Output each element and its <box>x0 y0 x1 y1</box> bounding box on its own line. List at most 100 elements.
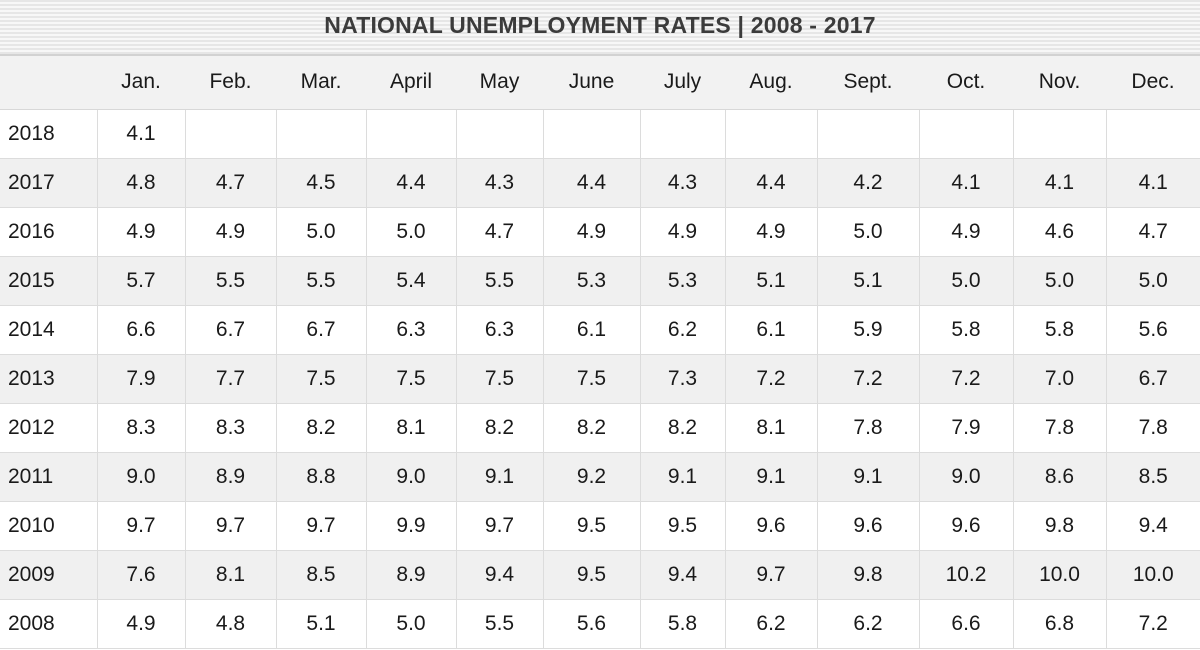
table-row: 2008 4.9 4.8 5.1 5.0 5.5 5.6 5.8 6.2 6.2 6.6 6.8 7.2 <box>0 599 1200 649</box>
rate-cell: 4.7 <box>185 158 277 208</box>
table-row: 2017 4.8 4.7 4.5 4.4 4.3 4.4 4.3 4.4 4.2 4.1 4.1 4.1 <box>0 158 1200 208</box>
header-row: Jan. Feb. Mar. April May June July Aug. Sept. Oct… <box>0 56 1200 110</box>
rate-cell: 4.1 <box>97 109 186 159</box>
rate-cell: 10.0 <box>1106 550 1200 600</box>
rate-cell: 8.2 <box>456 403 544 453</box>
rate-cell: 5.7 <box>97 256 186 306</box>
rate-cell: 5.5 <box>276 256 367 306</box>
rate-cell: 7.5 <box>276 354 367 404</box>
year-cell: 2016 <box>0 207 98 257</box>
rate-cell: 5.6 <box>543 599 641 649</box>
rate-cell: 4.3 <box>456 158 544 208</box>
rate-cell: 7.8 <box>1106 403 1200 453</box>
rate-cell: 9.1 <box>817 452 920 502</box>
column-header: Feb. <box>185 56 276 110</box>
rate-cell: 7.2 <box>919 354 1014 404</box>
rate-cell: 9.6 <box>919 501 1014 551</box>
rate-cell: 8.1 <box>366 403 457 453</box>
rate-cell <box>640 109 726 159</box>
rate-cell: 9.0 <box>97 452 186 502</box>
row-header-cell <box>0 56 97 110</box>
rate-cell: 9.6 <box>817 501 920 551</box>
year-cell: 2010 <box>0 501 98 551</box>
rate-cell: 6.2 <box>725 599 818 649</box>
title-bar: NATIONAL UNEMPLOYMENT RATES | 2008 - 201… <box>0 0 1200 56</box>
column-header: Aug. <box>725 56 817 110</box>
rate-cell: 5.5 <box>456 599 544 649</box>
rate-cell: 5.8 <box>1013 305 1107 355</box>
rate-cell: 5.3 <box>640 256 726 306</box>
year-cell: 2011 <box>0 452 98 502</box>
rate-cell: 6.7 <box>276 305 367 355</box>
rate-cell <box>366 109 457 159</box>
column-header: Dec. <box>1106 56 1200 110</box>
table-row: 2013 7.9 7.7 7.5 7.5 7.5 7.5 7.3 7.2 7.2 7.2 7.0 6.7 <box>0 354 1200 404</box>
rate-cell: 4.1 <box>1013 158 1107 208</box>
rate-cell: 9.9 <box>366 501 457 551</box>
table-body: 2018 4.1 2017 4.8 4.7 4.5 4.4 4.3 4.4 4.3 4.4 4.2 4.… <box>0 109 1200 649</box>
rate-cell: 4.1 <box>919 158 1014 208</box>
rate-cell: 7.8 <box>1013 403 1107 453</box>
rate-cell: 7.0 <box>1013 354 1107 404</box>
rate-cell: 5.1 <box>725 256 818 306</box>
table-row: 2011 9.0 8.9 8.8 9.0 9.1 9.2 9.1 9.1 9.1 9.0 8.6 8.5 <box>0 452 1200 502</box>
year-cell: 2009 <box>0 550 98 600</box>
rate-cell: 7.5 <box>543 354 641 404</box>
rate-cell: 7.6 <box>97 550 186 600</box>
rate-cell: 8.1 <box>725 403 818 453</box>
unemployment-table: Jan. Feb. Mar. April May June July Aug. Sept. Oct… <box>0 56 1200 649</box>
rate-cell: 5.8 <box>640 599 726 649</box>
column-header: Jan. <box>97 56 185 110</box>
rate-cell: 7.9 <box>97 354 186 404</box>
rate-cell: 4.3 <box>640 158 726 208</box>
rate-cell: 4.9 <box>97 207 186 257</box>
year-cell: 2014 <box>0 305 98 355</box>
rate-cell: 7.3 <box>640 354 726 404</box>
rate-cell: 4.2 <box>817 158 920 208</box>
column-header: Nov. <box>1013 56 1106 110</box>
rate-cell: 4.6 <box>1013 207 1107 257</box>
table-row: 2012 8.3 8.3 8.2 8.1 8.2 8.2 8.2 8.1 7.8 7.9 7.8 7.8 <box>0 403 1200 453</box>
rate-cell: 5.0 <box>366 207 457 257</box>
year-cell: 2012 <box>0 403 98 453</box>
rate-cell: 9.7 <box>185 501 277 551</box>
rate-cell: 6.1 <box>725 305 818 355</box>
rate-cell <box>276 109 367 159</box>
rate-cell: 4.7 <box>1106 207 1200 257</box>
rate-cell: 5.6 <box>1106 305 1200 355</box>
column-header: April <box>366 56 456 110</box>
rate-cell: 5.0 <box>276 207 367 257</box>
rate-cell: 5.0 <box>919 256 1014 306</box>
rate-cell: 5.1 <box>276 599 367 649</box>
year-cell: 2018 <box>0 109 98 159</box>
rate-cell: 9.7 <box>456 501 544 551</box>
table-row: 2009 7.6 8.1 8.5 8.9 9.4 9.5 9.4 9.7 9.8 10.2 10.0 1… <box>0 550 1200 600</box>
rate-cell: 9.0 <box>919 452 1014 502</box>
rate-cell: 9.8 <box>817 550 920 600</box>
rate-cell: 7.2 <box>725 354 818 404</box>
rate-cell <box>185 109 277 159</box>
rate-cell: 8.2 <box>543 403 641 453</box>
column-header: Mar. <box>276 56 366 110</box>
rate-cell: 4.9 <box>97 599 186 649</box>
rate-cell: 4.9 <box>725 207 818 257</box>
rate-cell: 5.5 <box>456 256 544 306</box>
table-row: 2018 4.1 <box>0 109 1200 159</box>
rate-cell: 7.5 <box>366 354 457 404</box>
column-header: Sept. <box>817 56 919 110</box>
rate-cell: 8.2 <box>640 403 726 453</box>
rate-cell: 4.8 <box>97 158 186 208</box>
rate-cell: 4.9 <box>185 207 277 257</box>
column-header: July <box>640 56 725 110</box>
rate-cell: 5.5 <box>185 256 277 306</box>
rate-cell: 9.7 <box>725 550 818 600</box>
rate-cell <box>725 109 818 159</box>
rate-cell <box>1013 109 1107 159</box>
rate-cell: 4.4 <box>725 158 818 208</box>
rate-cell: 8.5 <box>1106 452 1200 502</box>
rate-cell <box>1106 109 1200 159</box>
rate-cell: 6.2 <box>817 599 920 649</box>
rate-cell: 5.9 <box>817 305 920 355</box>
column-header: May <box>456 56 543 110</box>
rate-cell: 9.5 <box>640 501 726 551</box>
